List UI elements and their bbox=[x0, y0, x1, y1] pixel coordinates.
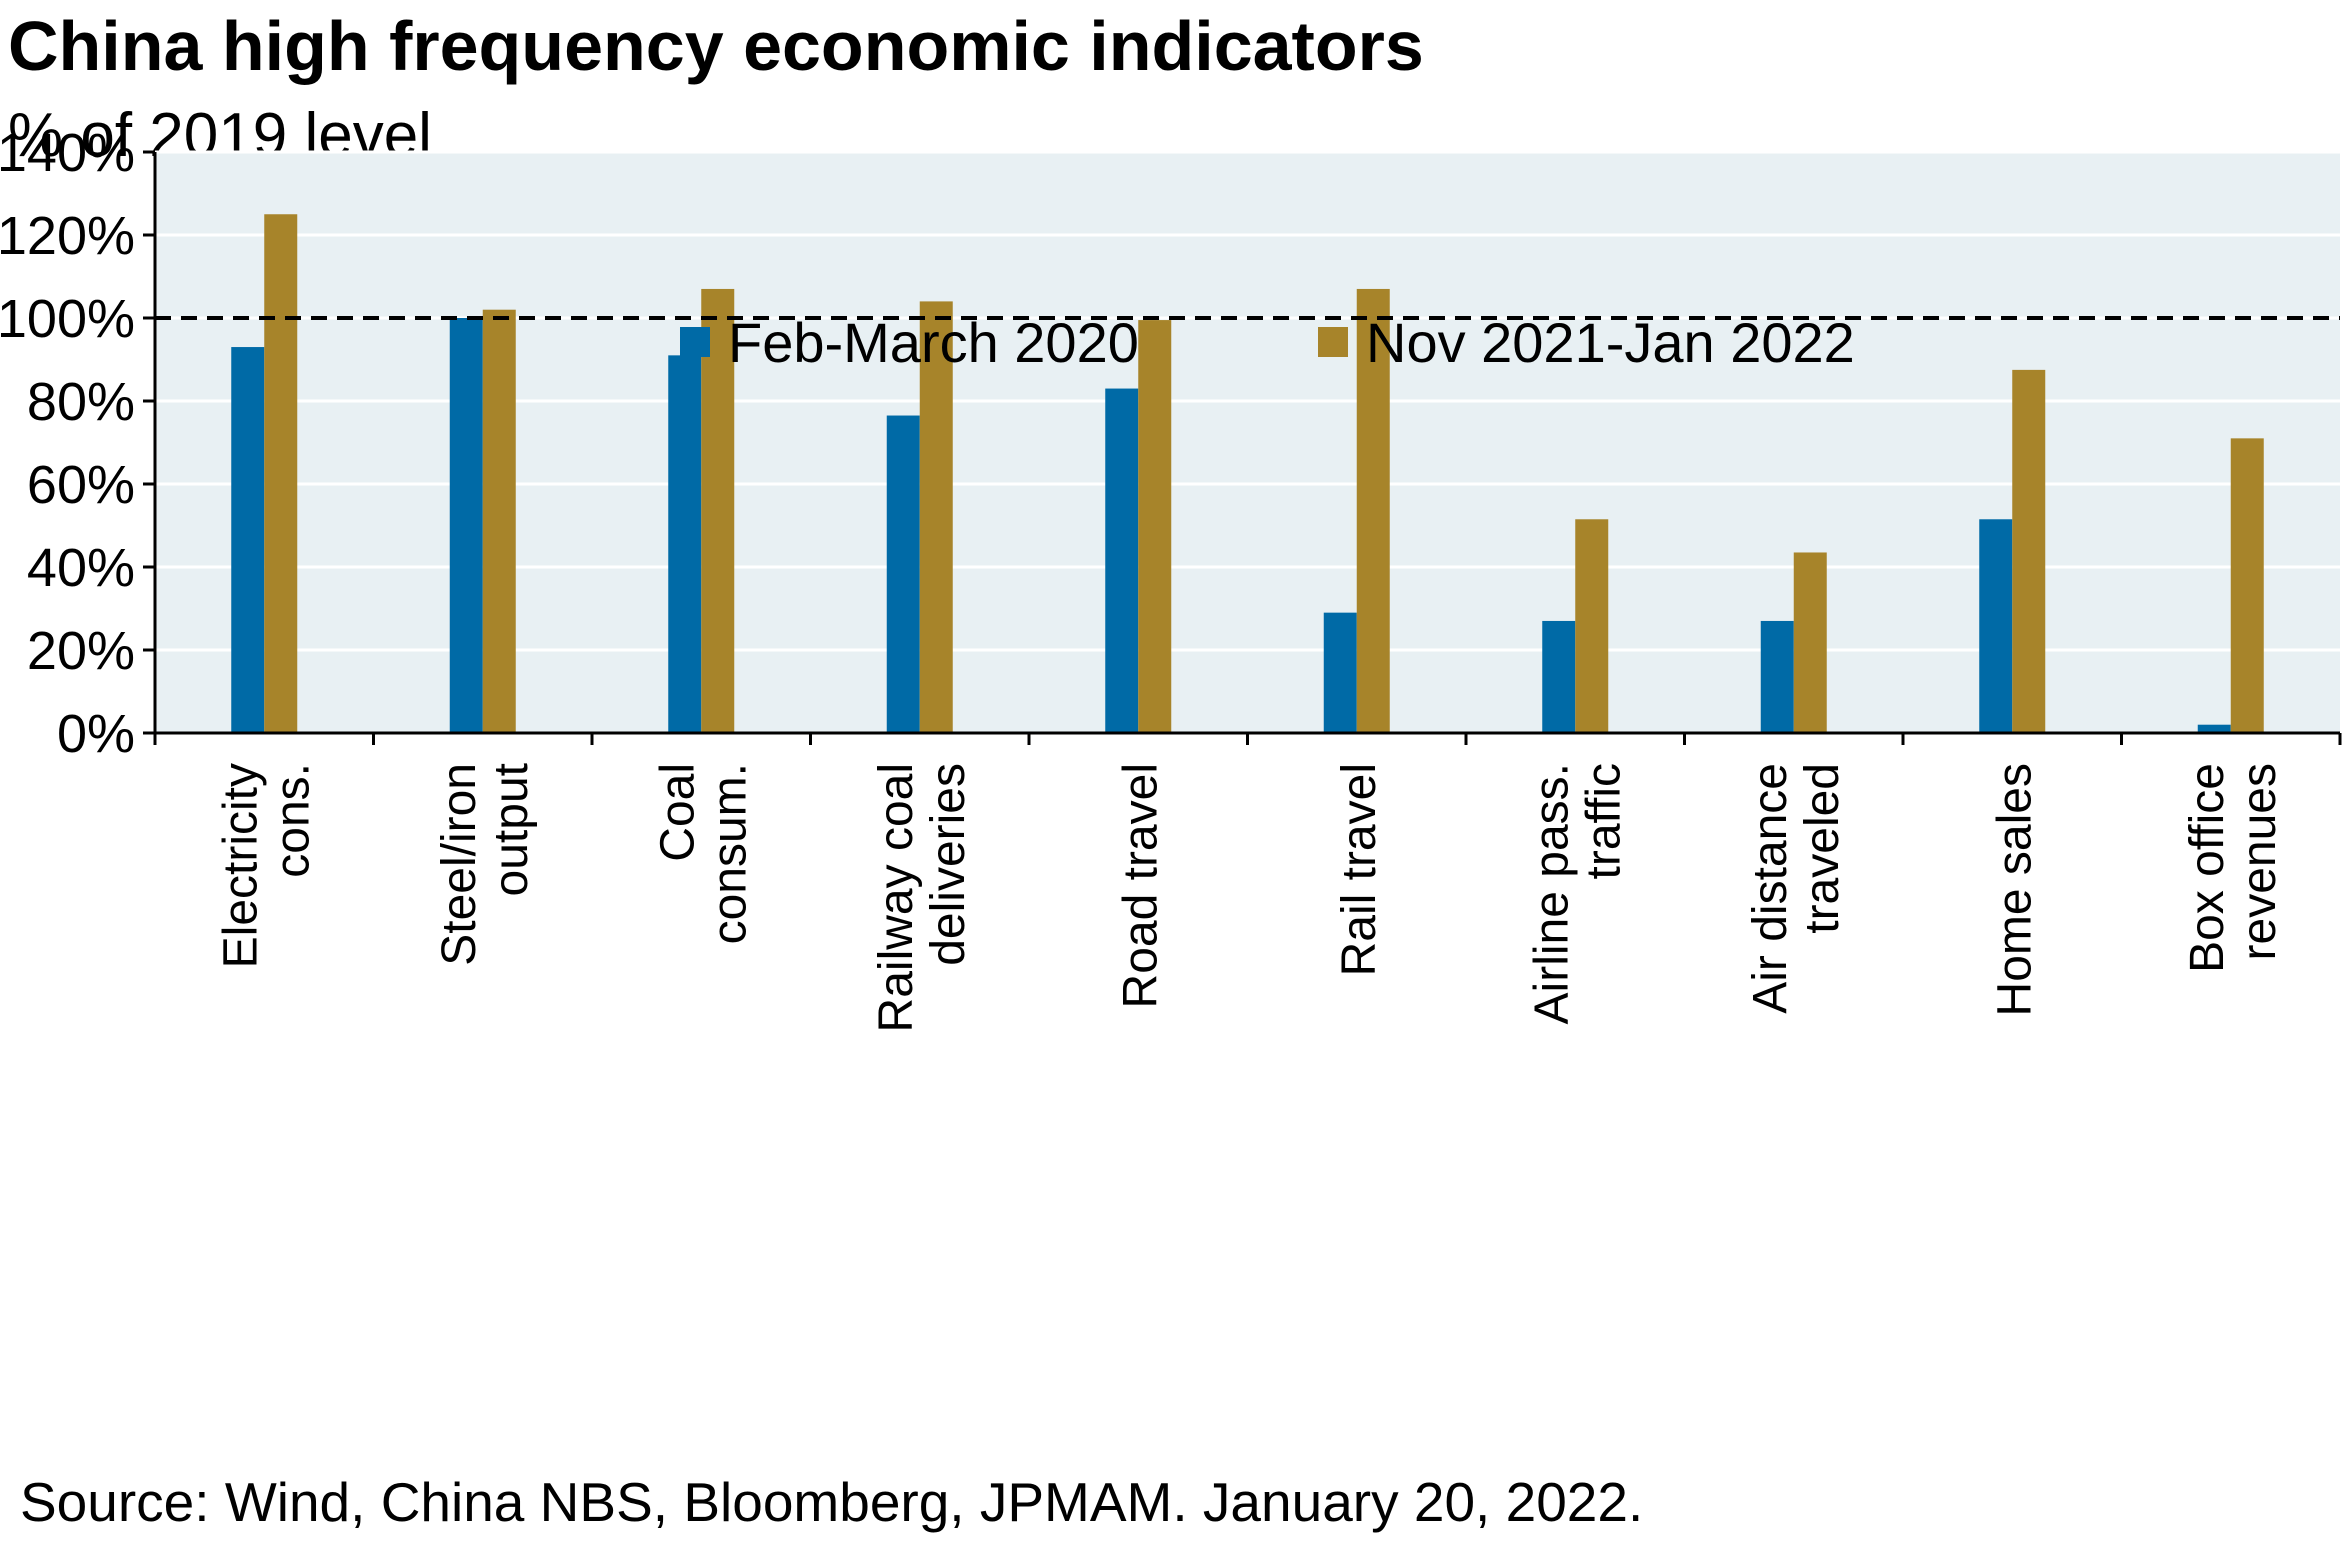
y-tick-label: 140% bbox=[0, 123, 135, 183]
y-tick-label: 60% bbox=[27, 455, 135, 515]
y-tick-label: 120% bbox=[0, 206, 135, 266]
x-category-label: Road travel bbox=[1114, 763, 1167, 1008]
x-category-label: output bbox=[485, 763, 538, 896]
bar-nov-2021-jan-2022-2 bbox=[701, 288, 735, 733]
bar-feb-march-2020-3 bbox=[886, 415, 920, 733]
bar-feb-march-2020-6 bbox=[1542, 620, 1576, 733]
bar-nov-2021-jan-2022-0 bbox=[264, 214, 298, 733]
source-note: Source: Wind, China NBS, Bloomberg, JPMA… bbox=[20, 1471, 1644, 1533]
y-tick-label: 80% bbox=[27, 372, 135, 432]
bar-nov-2021-jan-2022-6 bbox=[1575, 519, 1609, 733]
legend-label: Nov 2021-Jan 2022 bbox=[1366, 311, 1855, 374]
x-category-label: consum. bbox=[703, 763, 756, 944]
axes bbox=[143, 150, 2342, 745]
legend-swatch bbox=[680, 327, 710, 357]
bar-nov-2021-jan-2022-3 bbox=[919, 301, 953, 733]
x-category-label: Coal bbox=[651, 763, 704, 862]
x-category-label: Railway coal bbox=[870, 763, 923, 1032]
bar-feb-march-2020-1 bbox=[449, 318, 483, 733]
bar-nov-2021-jan-2022-4 bbox=[1138, 320, 1172, 733]
y-tick-label: 0% bbox=[57, 704, 135, 764]
x-category-label: Air distance bbox=[1744, 763, 1797, 1014]
bar-feb-march-2020-4 bbox=[1105, 388, 1139, 733]
bar-feb-march-2020-2 bbox=[668, 355, 702, 733]
bar-feb-march-2020-8 bbox=[1979, 519, 2013, 733]
bar-feb-march-2020-0 bbox=[231, 347, 265, 733]
x-category-label: traveled bbox=[1796, 763, 1849, 934]
x-tick-labels: Electricity cons. Steel/iron output Coal cons… bbox=[214, 763, 2286, 1032]
bar-nov-2021-jan-2022-9 bbox=[2230, 438, 2264, 733]
bar-feb-march-2020-7 bbox=[1760, 620, 1794, 733]
x-category-label: Steel/iron bbox=[433, 763, 486, 966]
legend-label: Feb-March 2020 bbox=[728, 311, 1139, 374]
bar-nov-2021-jan-2022-1 bbox=[482, 309, 516, 733]
bars bbox=[231, 214, 2264, 733]
bar-feb-march-2020-5 bbox=[1323, 612, 1357, 733]
y-tick-label: 100% bbox=[0, 289, 135, 349]
x-category-label: Electricity bbox=[214, 763, 267, 968]
bar-nov-2021-jan-2022-8 bbox=[2012, 369, 2046, 733]
x-category-label: Box office bbox=[2181, 763, 2234, 973]
y-tick-label: 40% bbox=[27, 538, 135, 598]
x-category-label: Rail travel bbox=[1333, 763, 1386, 976]
x-category-label: Home sales bbox=[1988, 763, 2041, 1016]
y-tick-labels: 0% 20% 40% 60% 80% 100% 120% 140% bbox=[0, 123, 135, 764]
x-category-label: deliveries bbox=[922, 763, 975, 966]
x-category-label: cons. bbox=[266, 763, 319, 878]
bar-nov-2021-jan-2022-7 bbox=[1793, 552, 1827, 733]
x-category-label: revenues bbox=[2233, 763, 2286, 960]
x-category-label: traffic bbox=[1577, 763, 1630, 879]
chart-title: China high frequency economic indicators bbox=[8, 7, 1424, 85]
y-tick-label: 20% bbox=[27, 621, 135, 681]
bar-feb-march-2020-9 bbox=[2197, 724, 2231, 733]
legend-swatch bbox=[1318, 327, 1348, 357]
bar-nov-2021-jan-2022-5 bbox=[1356, 288, 1390, 733]
plot-background bbox=[155, 152, 2340, 733]
x-category-label: Airline pass. bbox=[1525, 763, 1578, 1024]
legend: Feb-March 2020 Nov 2021-Jan 2022 bbox=[680, 311, 1855, 374]
